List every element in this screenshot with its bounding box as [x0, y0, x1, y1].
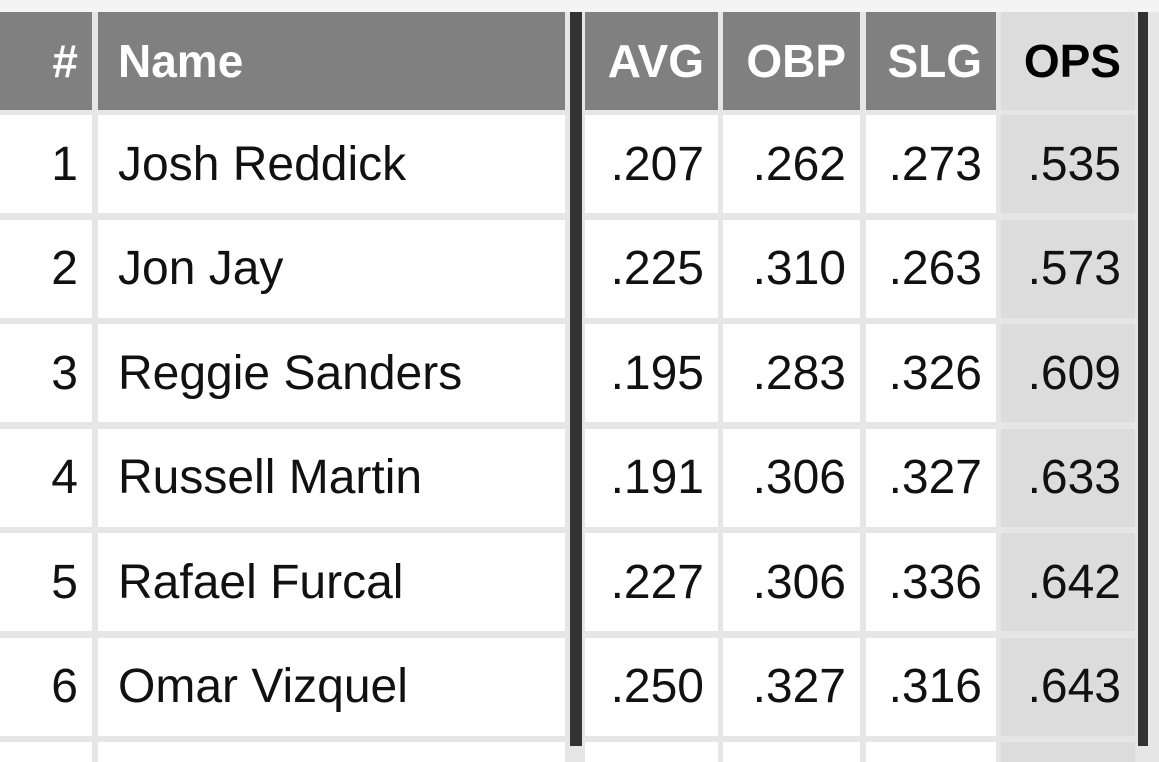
cell-obp: .306	[723, 533, 860, 631]
cell-slg: .336	[866, 533, 996, 631]
cell-ops: .609	[1001, 324, 1135, 422]
header-avg: AVG	[585, 12, 718, 110]
cell-obp: .306	[723, 428, 860, 527]
cell-avg: .250	[585, 637, 718, 736]
cell-name: Omar Vizquel	[98, 637, 565, 736]
cell-avg: .207	[585, 115, 718, 213]
cell-name: Russell Martin	[98, 428, 565, 527]
top-strip	[0, 0, 1159, 12]
header-slg: SLG	[866, 12, 996, 110]
cell-rank: 1	[0, 115, 92, 213]
cell-slg: .316	[866, 637, 996, 736]
cell-obp: .283	[723, 324, 860, 422]
partial-cell	[0, 742, 92, 762]
cell-avg: .195	[585, 324, 718, 422]
cell-rank: 6	[0, 637, 92, 736]
cell-rank: 4	[0, 428, 92, 527]
header-obp: OBP	[723, 12, 860, 110]
cell-slg: .263	[866, 219, 996, 318]
cell-rank: 2	[0, 219, 92, 318]
cell-ops: .642	[1001, 533, 1135, 631]
cell-name: Rafael Furcal	[98, 533, 565, 631]
partial-cell	[1001, 742, 1135, 762]
column-divider	[570, 12, 582, 746]
partial-cell	[98, 742, 565, 762]
header-rank: #	[0, 12, 92, 110]
cell-name: Reggie Sanders	[98, 324, 565, 422]
cell-obp: .310	[723, 219, 860, 318]
cell-name: Jon Jay	[98, 219, 565, 318]
cell-rank: 5	[0, 533, 92, 631]
column-divider	[1138, 12, 1148, 746]
cell-avg: .227	[585, 533, 718, 631]
cell-avg: .191	[585, 428, 718, 527]
cell-ops: .643	[1001, 637, 1135, 736]
cell-slg: .273	[866, 115, 996, 213]
partial-cell	[585, 742, 718, 762]
header-name: Name	[98, 12, 565, 110]
header-ops: OPS	[1001, 12, 1135, 110]
cell-ops: .535	[1001, 115, 1135, 213]
cell-ops: .573	[1001, 219, 1135, 318]
cell-ops: .633	[1001, 428, 1135, 527]
cell-slg: .327	[866, 428, 996, 527]
cell-name: Josh Reddick	[98, 115, 565, 213]
cell-rank: 3	[0, 324, 92, 422]
partial-cell	[723, 742, 860, 762]
cell-avg: .225	[585, 219, 718, 318]
cell-obp: .327	[723, 637, 860, 736]
partial-cell	[866, 742, 996, 762]
cell-slg: .326	[866, 324, 996, 422]
cell-obp: .262	[723, 115, 860, 213]
